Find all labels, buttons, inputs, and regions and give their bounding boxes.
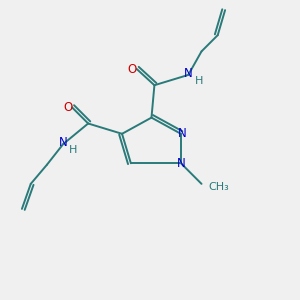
Text: O: O	[128, 62, 137, 76]
Text: O: O	[63, 101, 72, 114]
Text: N: N	[178, 127, 187, 140]
Text: N: N	[184, 67, 193, 80]
Text: N: N	[59, 136, 68, 149]
Text: N: N	[176, 157, 185, 170]
Text: H: H	[69, 145, 78, 155]
Text: CH₃: CH₃	[208, 182, 229, 192]
Text: H: H	[194, 76, 203, 86]
